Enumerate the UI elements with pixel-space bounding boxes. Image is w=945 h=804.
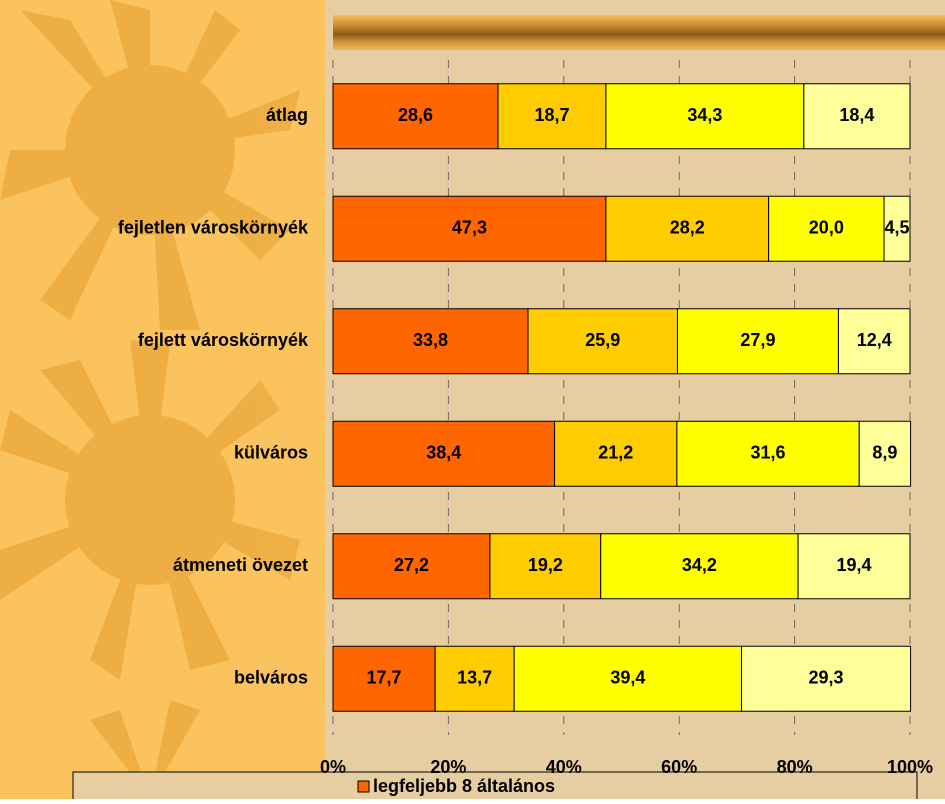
x-tick-label: 60% (661, 757, 697, 777)
value-label: 19,2 (528, 555, 563, 575)
value-label: 28,6 (398, 105, 433, 125)
x-tick-label: 20% (430, 757, 466, 777)
bar-segment (858, 420, 912, 487)
bar-segment (676, 308, 839, 375)
value-label: 21,2 (598, 443, 633, 463)
bar-segment (554, 420, 678, 487)
x-tick-label: 0% (320, 757, 346, 777)
sun-decoration (0, 0, 300, 799)
bar-segment (797, 533, 911, 600)
x-tick-label: 40% (546, 757, 582, 777)
value-label: 25,9 (585, 330, 620, 350)
category-label: külváros (234, 443, 308, 463)
bar-segment (332, 533, 491, 600)
bar-segment (527, 308, 678, 375)
value-label: 17,7 (367, 668, 402, 688)
value-label: 18,4 (839, 105, 874, 125)
category-label: belváros (234, 668, 308, 688)
x-tick-label: 80% (777, 757, 813, 777)
category-label: átmeneti övezet (173, 555, 308, 575)
bar-segment (332, 195, 607, 262)
value-label: 19,4 (837, 555, 872, 575)
value-label: 4,5 (885, 218, 910, 238)
value-label: 34,2 (682, 555, 717, 575)
value-label: 34,3 (687, 105, 722, 125)
value-label: 20,0 (809, 218, 844, 238)
bar-segment (676, 420, 860, 487)
bar-segment (837, 308, 911, 375)
category-label: fejlett városkörnyék (138, 330, 309, 350)
value-label: 12,4 (857, 330, 892, 350)
value-label: 27,2 (394, 555, 429, 575)
bar-segment (741, 645, 912, 712)
value-label: 33,8 (413, 330, 448, 350)
category-label: fejletlen városkörnyék (118, 218, 309, 238)
value-label: 18,7 (534, 105, 569, 125)
x-tick-label: 100% (887, 757, 933, 777)
bar-segment (332, 645, 436, 712)
value-label: 29,3 (809, 668, 844, 688)
category-label: átlag (266, 105, 308, 125)
legend-swatch (357, 780, 370, 793)
bar-segment (332, 420, 556, 487)
value-label: 28,2 (670, 218, 705, 238)
value-label: 8,9 (872, 443, 897, 463)
bar-segment (513, 645, 743, 712)
value-label: 31,6 (751, 443, 786, 463)
bar-segment (332, 308, 529, 375)
bar-segment (803, 83, 911, 150)
value-label: 39,4 (610, 668, 645, 688)
value-label: 47,3 (452, 218, 487, 238)
value-label: 13,7 (457, 668, 492, 688)
value-label: 27,9 (740, 330, 775, 350)
legend-label: legfeljebb 8 általános (373, 776, 555, 796)
value-label: 38,4 (426, 443, 461, 463)
bar-segment (883, 195, 911, 262)
bar-segment (434, 645, 515, 712)
bar-segment (605, 83, 805, 150)
bar-segment (489, 533, 602, 600)
bar-segment (605, 195, 770, 262)
bar-segment (600, 533, 799, 600)
top-bar (333, 15, 945, 50)
